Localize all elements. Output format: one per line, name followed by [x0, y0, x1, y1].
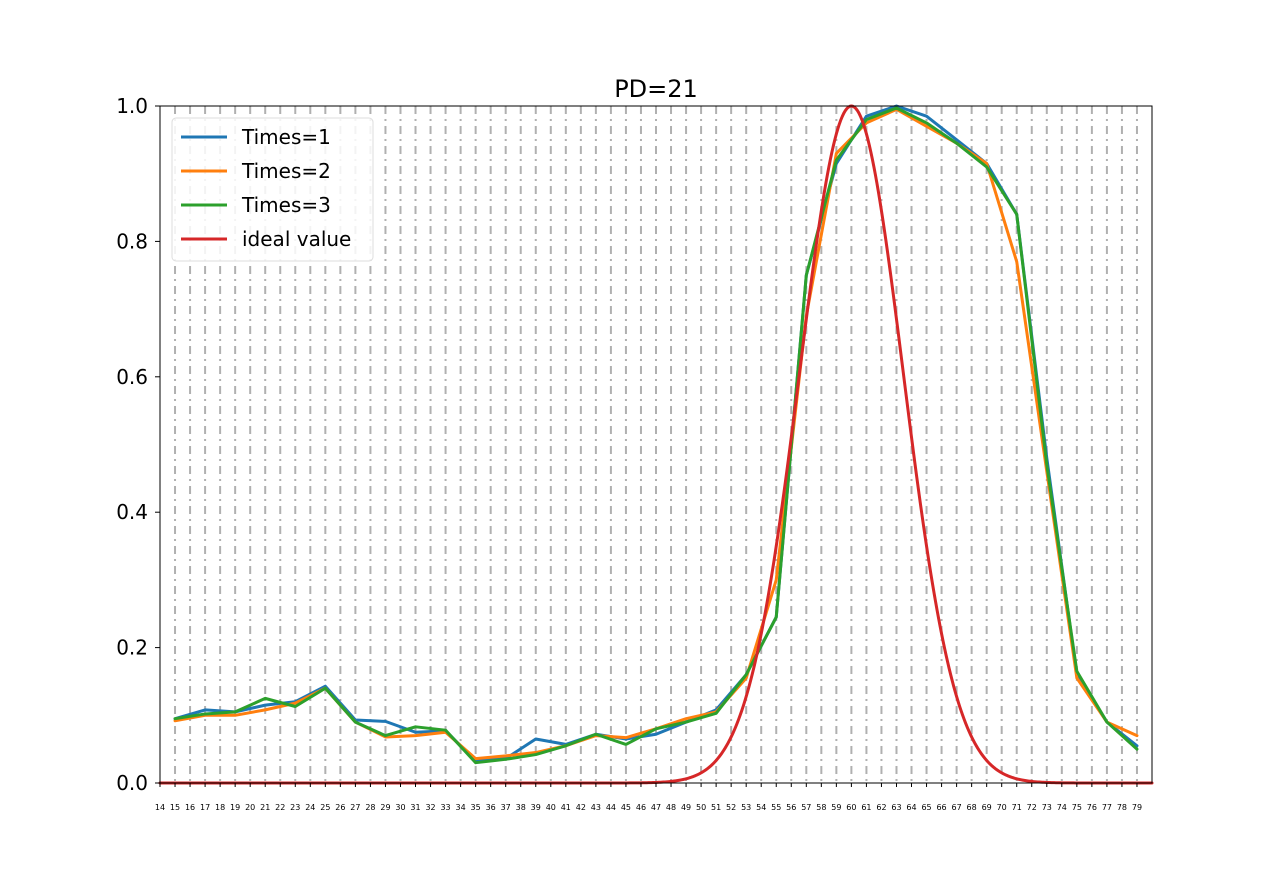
x-tick-label: 69: [982, 803, 992, 812]
x-tick-label: 44: [606, 803, 616, 812]
y-tick-label: 0.2: [116, 636, 148, 660]
x-tick-label: 73: [1042, 803, 1052, 812]
x-tick-label: 38: [516, 803, 526, 812]
x-tick-label: 66: [936, 803, 946, 812]
x-tick-label: 43: [591, 803, 601, 812]
x-tick-label: 32: [425, 803, 435, 812]
x-tick-label: 58: [816, 803, 826, 812]
x-tick-label: 70: [997, 803, 1007, 812]
legend-label: ideal value: [242, 227, 351, 251]
x-tick-label: 40: [546, 803, 556, 812]
x-tick-label: 55: [771, 803, 781, 812]
x-tick-label: 57: [801, 803, 811, 812]
y-tick-label: 0.6: [116, 365, 148, 389]
x-tick-label: 49: [681, 803, 691, 812]
x-tick-label: 77: [1102, 803, 1112, 812]
x-tick-label: 47: [651, 803, 661, 812]
x-tick-label: 52: [726, 803, 736, 812]
x-tick-label: 60: [846, 803, 856, 812]
x-tick-label: 46: [636, 803, 646, 812]
y-tick-label: 0.8: [116, 229, 148, 253]
x-tick-label: 29: [380, 803, 390, 812]
x-tick-label: 51: [711, 803, 721, 812]
y-tick-label: 0.4: [116, 500, 148, 524]
x-tick-label: 22: [275, 803, 285, 812]
x-tick-label: 71: [1012, 803, 1022, 812]
x-axis: 14 15 16 17 18 19 20 21 22 23 24 25 26 27 28 29 30 31 32 33…: [155, 783, 1142, 812]
x-tick-label: 24: [305, 803, 315, 812]
x-tick-label: 65: [921, 803, 931, 812]
grid-lines: [174, 106, 1138, 783]
x-tick-label: 19: [230, 803, 240, 812]
chart-title: PD=21: [614, 75, 698, 103]
x-tick-label: 67: [952, 803, 962, 812]
x-tick-label: 63: [891, 803, 901, 812]
x-tick-label: 17: [200, 803, 210, 812]
x-tick-label: 68: [967, 803, 977, 812]
x-tick-label: 14: [155, 803, 165, 812]
x-tick-label: 50: [696, 803, 706, 812]
legend-label: Times=3: [241, 193, 331, 217]
x-tick-label: 41: [561, 803, 571, 812]
x-tick-label: 54: [756, 803, 766, 812]
y-tick-label: 0.0: [116, 771, 148, 795]
x-tick-label: 74: [1057, 803, 1067, 812]
x-tick-label: 36: [486, 803, 496, 812]
x-tick-label: 18: [215, 803, 225, 812]
legend-label: Times=2: [241, 159, 331, 183]
x-tick-label: 28: [365, 803, 375, 812]
x-tick-label: 76: [1087, 803, 1097, 812]
x-tick-label: 34: [456, 803, 466, 812]
legend-label: Times=1: [241, 125, 331, 149]
series-line: [173, 106, 1139, 765]
x-tick-label: 53: [741, 803, 751, 812]
x-tick-label: 72: [1027, 803, 1037, 812]
x-tick-label: 78: [1117, 803, 1127, 812]
legend-box: [171, 117, 374, 262]
x-tick-label: 59: [831, 803, 841, 812]
x-tick-label: 56: [786, 803, 796, 812]
x-tick-label: 25: [320, 803, 330, 812]
x-tick-label: 45: [621, 803, 631, 812]
x-tick-label: 21: [260, 803, 270, 812]
x-tick-label: 64: [906, 803, 916, 812]
x-tick-label: 27: [350, 803, 360, 812]
x-tick-label: 20: [245, 803, 255, 812]
y-tick-label: 1.0: [116, 94, 148, 118]
x-tick-label: 15: [170, 803, 180, 812]
y-axis: 0.0 0.2 0.4 0.6 0.8 1.0: [116, 94, 160, 795]
x-tick-label: 37: [501, 803, 511, 812]
x-tick-label: 33: [440, 803, 450, 812]
x-tick-label: 39: [531, 803, 541, 812]
x-tick-label: 62: [876, 803, 886, 812]
x-tick-label: 42: [576, 803, 586, 812]
x-tick-label: 30: [395, 803, 405, 812]
x-tick-label: 48: [666, 803, 676, 812]
x-tick-label: 26: [335, 803, 345, 812]
x-tick-label: 79: [1132, 803, 1142, 812]
x-tick-label: 23: [290, 803, 300, 812]
x-tick-label: 75: [1072, 803, 1082, 812]
legend: Times=1 Times=2 Times=3 ideal value: [171, 117, 374, 262]
x-tick-label: 16: [185, 803, 195, 812]
x-tick-label: 31: [410, 803, 420, 812]
x-tick-label: 61: [861, 803, 871, 812]
x-tick-label: 35: [471, 803, 481, 812]
